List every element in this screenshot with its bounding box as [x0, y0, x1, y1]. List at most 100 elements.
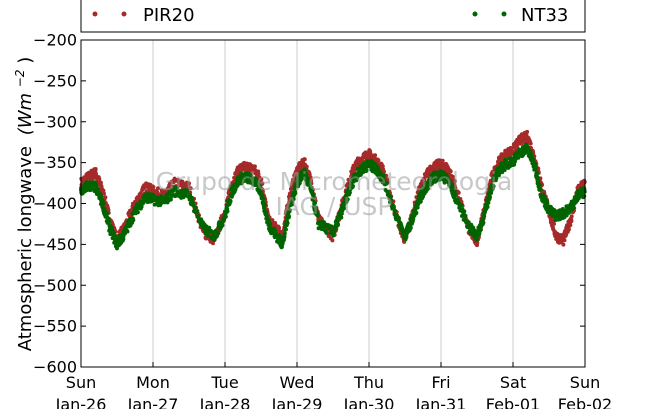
point-nt33-31-9 — [347, 190, 352, 195]
point-nt33-45-16 — [462, 209, 467, 214]
point-nt33-27-16 — [313, 205, 318, 210]
x-tick-date-3: Jan-29 — [271, 395, 323, 409]
point-nt33-2-22 — [99, 194, 104, 199]
point-nt33-20-18 — [264, 210, 268, 214]
point-nt33-47-0 — [475, 237, 479, 242]
point-nt33-11-23 — [185, 189, 190, 194]
point-nt33-22-14 — [277, 233, 282, 238]
point-nt33-23-23 — [287, 214, 291, 219]
point-pir20-59-4 — [562, 238, 567, 243]
point-nt33-28-2 — [317, 220, 322, 225]
point-nt33-23-18 — [285, 221, 290, 225]
point-nt33-28-8 — [321, 219, 325, 224]
point-nt33-36-6 — [384, 181, 389, 186]
point-nt33-36-19 — [391, 204, 396, 209]
point-pir20-15-12 — [226, 195, 231, 200]
point-nt33-55-22 — [538, 187, 543, 192]
point-nt33-31-1 — [345, 197, 350, 202]
point-pir20-60-4 — [569, 214, 574, 219]
point-nt33-12-11 — [193, 205, 198, 210]
point-nt33-36-13 — [388, 195, 393, 199]
point-pir20-44-24 — [452, 179, 457, 184]
point-nt33-48-12 — [485, 205, 490, 209]
point-nt33-21-25 — [273, 228, 278, 233]
point-pir20-44-17 — [450, 174, 455, 179]
point-nt33-47-14 — [478, 227, 483, 232]
point-nt33-15-20 — [228, 199, 233, 203]
legend-label-pir20: PIR20 — [143, 5, 195, 26]
y-axis-label-unit-exp: −2 — [13, 70, 27, 88]
point-nt33-11-4 — [174, 186, 179, 191]
point-pir20-59-0 — [561, 242, 566, 247]
point-nt33-36-7 — [385, 189, 390, 194]
x-tick-day-5: Fri — [431, 373, 450, 392]
point-nt33-38-21 — [408, 225, 413, 230]
y-tick-label-2: −300 — [33, 112, 77, 131]
point-nt33-25-10 — [297, 181, 302, 186]
point-nt33-34-11 — [370, 159, 374, 164]
point-nt33-23-8 — [282, 231, 287, 236]
point-nt33-12-7 — [190, 200, 195, 204]
point-nt33-2-10 — [96, 187, 101, 192]
point-nt33-18-16 — [249, 173, 253, 177]
point-nt33-14-20 — [220, 223, 225, 228]
point-pir20-2-1 — [93, 167, 98, 171]
point-pir20-2-20 — [98, 180, 103, 185]
point-nt33-6-8 — [125, 229, 130, 234]
x-tick-date-2: Jan-28 — [199, 395, 251, 409]
y-axis-label-text: Atmospheric longwave — [15, 146, 36, 351]
point-pir20-35-8 — [376, 158, 381, 163]
x-tick-date-6: Feb-01 — [486, 395, 540, 409]
point-pir20-54-12 — [528, 141, 533, 146]
point-nt33-45-11 — [459, 203, 464, 208]
series-nt33 — [79, 142, 587, 251]
point-pir20-21-15 — [270, 218, 275, 223]
point-pir20-20-5 — [260, 181, 265, 186]
x-tick-day-1: Mon — [136, 373, 170, 392]
y-tick-label-7: −550 — [33, 317, 77, 336]
point-pir20-59-25 — [568, 223, 573, 228]
point-pir20-19-4 — [252, 164, 257, 169]
y-tick-label-5: −450 — [33, 235, 77, 254]
x-tick-date-5: Jan-31 — [415, 395, 467, 409]
point-pir20-26-2 — [302, 157, 307, 162]
point-pir20-13-23 — [211, 241, 215, 246]
point-nt33-39-20 — [415, 205, 420, 210]
y-tick-label-3: −350 — [33, 153, 77, 172]
point-nt33-27-13 — [313, 201, 317, 205]
y-axis-label-unit: (Wm — [15, 93, 36, 135]
point-pir20-44-9 — [448, 169, 453, 174]
point-nt33-15-9 — [225, 209, 230, 214]
point-nt33-30-6 — [339, 211, 344, 216]
point-nt33-21-7 — [268, 222, 273, 227]
point-nt33-27-1 — [309, 185, 314, 190]
point-nt33-23-7 — [282, 234, 287, 239]
point-nt33-55-9 — [535, 170, 540, 175]
point-nt33-14-9 — [215, 230, 220, 235]
point-nt33-24-0 — [287, 208, 292, 213]
point-pir20-26-9 — [304, 164, 309, 169]
point-nt33-61-23 — [582, 194, 587, 199]
watermark-line-2: IAG / USP — [276, 192, 393, 221]
point-nt33-55-20 — [538, 183, 543, 187]
grid — [152, 40, 514, 367]
x-tick-date-1: Jan-27 — [127, 395, 179, 409]
point-nt33-39-15 — [414, 210, 419, 215]
point-nt33-20-14 — [262, 202, 267, 207]
point-nt33-36-21 — [393, 208, 397, 213]
point-nt33-13-14 — [207, 225, 212, 230]
point-pir20-3-5 — [102, 191, 106, 196]
legend-marker-pir20-b — [121, 11, 127, 17]
series-layer — [79, 129, 587, 251]
x-tick-date-7: Feb-02 — [558, 395, 612, 409]
y-tick-label-6: −500 — [33, 276, 77, 295]
point-nt33-3-23 — [107, 219, 111, 224]
point-nt33-20-9 — [261, 196, 266, 201]
point-nt33-27-7 — [311, 193, 316, 198]
point-nt33-27-23 — [315, 213, 320, 218]
point-nt33-31-20 — [350, 184, 355, 188]
point-nt33-24-14 — [291, 197, 296, 201]
point-pir20-59-20 — [566, 227, 571, 232]
point-nt33-47-8 — [477, 232, 482, 237]
